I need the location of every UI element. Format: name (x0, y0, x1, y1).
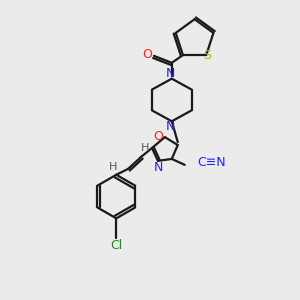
Text: H: H (109, 162, 118, 172)
Text: Cl: Cl (110, 238, 122, 252)
Text: N: N (166, 120, 176, 133)
Text: N: N (154, 161, 164, 174)
Text: C≡N: C≡N (198, 156, 226, 170)
Text: N: N (166, 67, 176, 80)
Text: S: S (203, 49, 211, 62)
Text: O: O (142, 48, 152, 62)
Text: O: O (153, 130, 163, 142)
Text: H: H (141, 143, 149, 153)
